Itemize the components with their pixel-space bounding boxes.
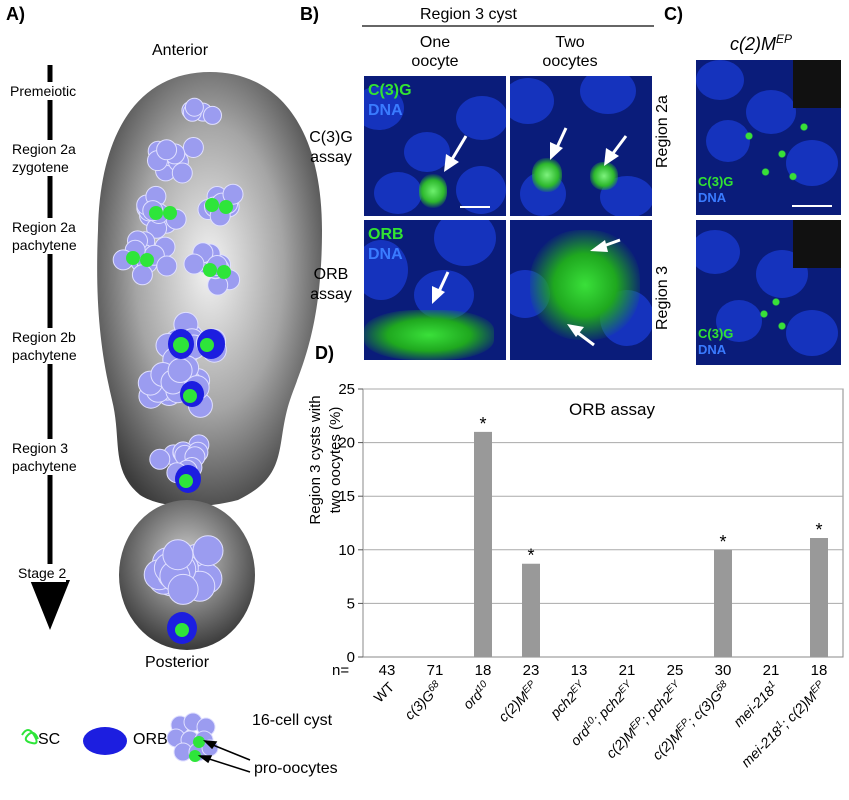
stage-region2a-pachytene: Region 2a pachytene bbox=[12, 218, 77, 254]
micrograph-c2mep-region2a: C(3)G DNA bbox=[696, 60, 841, 215]
cyst-cell bbox=[203, 105, 222, 125]
orb-legend-icon bbox=[83, 727, 127, 755]
n-value: 18 bbox=[475, 662, 492, 679]
significance-star: * bbox=[479, 414, 486, 434]
cyst-cell bbox=[167, 573, 199, 605]
panel-c-title: c(2)MEP bbox=[730, 32, 793, 54]
label-c3g: C(3)G bbox=[368, 82, 412, 99]
n-value: 21 bbox=[619, 662, 636, 679]
posterior-label: Posterior bbox=[145, 654, 210, 671]
bar bbox=[714, 549, 732, 657]
cyst-cell bbox=[162, 539, 194, 571]
n-prefix: n= bbox=[332, 662, 349, 679]
n-value: 13 bbox=[571, 662, 588, 679]
orb-markers bbox=[167, 329, 225, 644]
label-dna-c2: DNA bbox=[698, 342, 727, 357]
legend-cyst-label: 16-cell cyst bbox=[252, 712, 333, 729]
micrograph-orb-two-oocytes bbox=[510, 220, 652, 360]
stage-region3-pachytene: Region 3 pachytene bbox=[12, 439, 77, 475]
y-tick-label: 20 bbox=[338, 435, 355, 452]
x-tick-label: pch2EY bbox=[546, 678, 590, 722]
cyst-cell bbox=[182, 137, 204, 158]
n-value: 71 bbox=[427, 662, 444, 679]
bar bbox=[810, 538, 828, 657]
cyst-cells bbox=[112, 97, 244, 605]
y-tick-label: 10 bbox=[338, 542, 355, 559]
label-orb: ORB bbox=[368, 226, 404, 243]
stage-premeiotic: Premeiotic bbox=[10, 82, 77, 100]
y-tick-label: 5 bbox=[347, 595, 355, 612]
n-value: 21 bbox=[763, 662, 780, 679]
y-tick-label: 25 bbox=[338, 381, 355, 398]
cyst-cell bbox=[183, 253, 205, 275]
micrograph-c2mep-region3: C(3)G DNA bbox=[696, 220, 841, 365]
row-orb-assay: ORB assay bbox=[310, 266, 352, 303]
chart-title: ORB assay bbox=[569, 400, 655, 419]
panel-d-label: D) bbox=[315, 343, 334, 363]
y-tick-label: 15 bbox=[338, 488, 355, 505]
cyst-cell bbox=[171, 162, 193, 184]
bar bbox=[522, 563, 540, 657]
n-value: 43 bbox=[379, 662, 396, 679]
cyst-cell bbox=[156, 255, 178, 277]
x-tick-label: mei-2181; c(2)MEP bbox=[738, 678, 830, 770]
n-value: 18 bbox=[811, 662, 828, 679]
x-tick-label: ord10 bbox=[459, 678, 493, 712]
region3-cyst-header: Region 3 cyst bbox=[420, 6, 517, 23]
cyst-cell bbox=[192, 535, 224, 567]
cyst-cell bbox=[156, 139, 178, 161]
stage-region2b-pachytene: Region 2b pachytene bbox=[12, 328, 77, 364]
y-tick-label: 0 bbox=[347, 649, 355, 666]
x-tick-label: c(3)G68 bbox=[401, 678, 446, 723]
timeline-arrowhead bbox=[30, 580, 70, 630]
stage-stage2: Stage 2 bbox=[18, 564, 67, 582]
legend-sc-label: SC bbox=[38, 731, 61, 748]
cyst-cell bbox=[149, 448, 171, 470]
n-value: 30 bbox=[715, 662, 732, 679]
panel-c-label: C) bbox=[664, 4, 683, 24]
cyst-cell bbox=[222, 183, 244, 205]
label-dna-c1: DNA bbox=[698, 190, 727, 205]
panel-a-label: A) bbox=[6, 4, 25, 24]
x-tick-label: c(2)MEP bbox=[495, 678, 542, 725]
significance-star: * bbox=[527, 546, 534, 566]
stage-region2a-zygotene: Region 2a zygotene bbox=[12, 140, 76, 176]
label-c3g-c2: C(3)G bbox=[698, 326, 734, 341]
significance-star: * bbox=[815, 520, 822, 540]
cyst-cell bbox=[184, 97, 204, 117]
n-value: 23 bbox=[523, 662, 540, 679]
bar bbox=[474, 431, 492, 657]
header-rule bbox=[362, 25, 654, 27]
legend-orb-label: ORB bbox=[133, 731, 168, 748]
ovary-diagram bbox=[21, 65, 322, 773]
x-tick-label: WT bbox=[370, 678, 397, 705]
pro-oocyte-arrows bbox=[197, 740, 251, 773]
col-two-oocytes: Two oocytes bbox=[542, 34, 598, 70]
sc-legend-icon bbox=[21, 729, 39, 745]
plot-frame bbox=[362, 388, 844, 658]
label-c3g-c1: C(3)G bbox=[698, 174, 734, 189]
micrograph-orb-one-oocyte: ORB DNA bbox=[364, 220, 506, 360]
significance-star: * bbox=[719, 532, 726, 552]
micrograph-c3g-one-oocyte: C(3)G DNA bbox=[364, 76, 506, 216]
anterior-label: Anterior bbox=[152, 42, 209, 59]
micrograph-c3g-two-oocytes bbox=[510, 76, 652, 216]
sc-markers bbox=[126, 198, 233, 637]
n-value: 25 bbox=[667, 662, 684, 679]
label-dna-2: DNA bbox=[368, 246, 403, 263]
col-one-oocyte: One oocyte bbox=[411, 34, 459, 70]
label-dna: DNA bbox=[368, 102, 403, 119]
legend-pro-oocytes-label: pro-oocytes bbox=[254, 760, 338, 777]
panel-b-label: B) bbox=[300, 4, 319, 24]
row-c3g-assay: C(3)G assay bbox=[309, 129, 353, 166]
